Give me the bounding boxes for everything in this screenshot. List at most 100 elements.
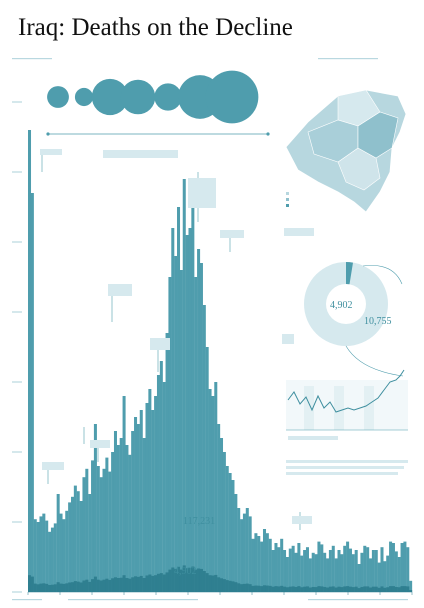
iraq-map: [284, 89, 407, 236]
bar-soldiers: [211, 575, 215, 592]
bar-total: [165, 333, 169, 592]
bar-total: [222, 452, 226, 592]
bar-soldiers: [400, 586, 404, 592]
bar-total: [231, 480, 235, 592]
bar-total: [134, 417, 138, 592]
bar-total: [145, 403, 149, 592]
y-tick: [12, 591, 22, 593]
bar-soldiers: [42, 583, 46, 592]
bar-soldiers: [366, 586, 370, 592]
bar-total: [326, 558, 330, 592]
bar-total: [122, 396, 126, 592]
bar-soldiers: [56, 582, 60, 592]
bar-soldiers: [48, 585, 52, 592]
bar-soldiers: [122, 575, 126, 592]
bar-total: [125, 445, 129, 592]
bar-soldiers: [113, 577, 117, 592]
bar-soldiers: [262, 585, 267, 592]
bar-total: [79, 501, 83, 592]
bar-total: [225, 466, 229, 592]
bar-total: [285, 557, 289, 592]
bar-total: [357, 564, 361, 592]
bar-soldiers: [105, 578, 109, 592]
bar-total: [70, 496, 75, 592]
bar-soldiers: [303, 586, 307, 592]
y-tick: [12, 241, 22, 243]
bar-soldiers: [171, 567, 175, 592]
bar-soldiers: [199, 568, 203, 592]
bar-total: [111, 452, 115, 592]
bar-soldiers: [251, 585, 255, 592]
bar-soldiers: [125, 578, 129, 592]
bar-total: [303, 550, 307, 592]
bar-soldiers: [139, 575, 143, 592]
bar-total: [30, 193, 34, 592]
donut-hole: [326, 284, 366, 324]
bar-soldiers: [320, 586, 324, 592]
bar-total: [391, 543, 395, 592]
bar-total: [351, 554, 355, 592]
donut-side-number: 10,755: [364, 316, 392, 327]
bar-soldiers: [308, 587, 312, 592]
bar-soldiers: [79, 582, 83, 592]
bar-total: [274, 543, 278, 592]
bar-soldiers: [305, 586, 309, 592]
bar-soldiers: [154, 575, 158, 592]
bar-total: [42, 513, 46, 592]
bar-total: [199, 263, 203, 592]
bar-total: [59, 513, 63, 592]
bar-total: [377, 562, 381, 592]
bar-soldiers: [228, 580, 232, 592]
bar-total: [294, 552, 298, 592]
bar-total: [348, 548, 352, 592]
bar-total: [154, 396, 158, 592]
bar-total: [228, 473, 232, 592]
bar-total: [205, 347, 209, 592]
bar-total: [45, 520, 49, 592]
bar-total: [369, 558, 373, 592]
y-tick: [12, 381, 22, 383]
bar-soldiers: [294, 586, 298, 592]
bar-total: [242, 513, 246, 592]
bar-total: [394, 551, 398, 592]
bar-soldiers: [165, 572, 169, 592]
bar-soldiers: [111, 578, 115, 592]
bar-soldiers: [179, 569, 183, 592]
bar-soldiers: [159, 573, 163, 592]
bar-soldiers: [62, 583, 66, 592]
bar-total: [360, 552, 364, 592]
bar-soldiers: [348, 586, 352, 592]
bar-soldiers: [377, 587, 381, 592]
bar-soldiers: [231, 581, 235, 592]
bar-soldiers: [397, 587, 401, 592]
bar-total: [268, 538, 272, 592]
bar-total: [363, 545, 367, 592]
bar-total: [171, 228, 175, 592]
bar-soldiers: [323, 586, 327, 592]
bar-total: [48, 531, 52, 592]
bar-total: [400, 543, 404, 592]
bar-soldiers: [30, 576, 34, 592]
bar-total: [265, 533, 269, 592]
bar-total: [331, 545, 335, 592]
bar-total: [283, 550, 287, 592]
bar-total: [108, 471, 112, 592]
bar-total: [334, 558, 338, 592]
bar-total: [251, 538, 255, 592]
y-tick: [12, 101, 22, 103]
bar-soldiers: [334, 587, 338, 592]
bar-soldiers: [99, 580, 103, 592]
bar-soldiers: [326, 587, 330, 592]
y-tick: [12, 171, 22, 173]
bar-total: [262, 529, 267, 592]
bar-soldiers: [68, 582, 72, 592]
bar-total: [305, 547, 309, 592]
bar-total: [314, 554, 318, 592]
bar-soldiers: [185, 568, 189, 592]
bar-soldiers: [53, 584, 57, 592]
bar-soldiers: [116, 578, 120, 592]
bar-total: [354, 550, 358, 592]
bubble: [74, 87, 94, 107]
bar-total: [214, 382, 218, 592]
bubble: [205, 70, 259, 124]
